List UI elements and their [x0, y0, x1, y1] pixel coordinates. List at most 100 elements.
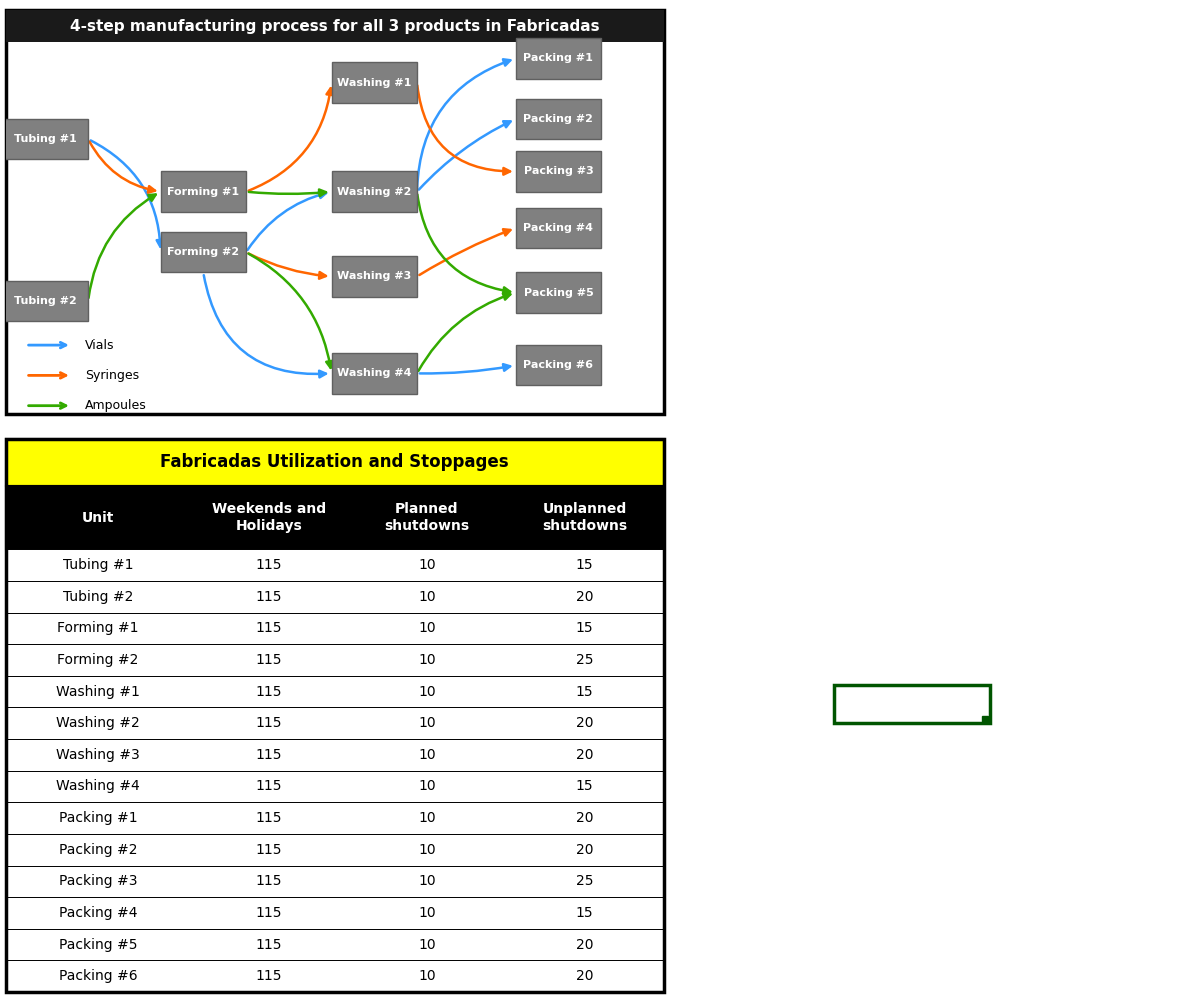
- Text: 115: 115: [256, 780, 282, 794]
- Text: 115: 115: [256, 653, 282, 667]
- Text: Packing #4: Packing #4: [59, 906, 137, 920]
- FancyBboxPatch shape: [516, 272, 601, 313]
- FancyArrowPatch shape: [418, 59, 510, 188]
- FancyBboxPatch shape: [331, 171, 418, 212]
- Bar: [6, 486, 664, 549]
- Text: 10: 10: [418, 812, 436, 826]
- Bar: [6, 549, 664, 581]
- FancyBboxPatch shape: [516, 99, 601, 140]
- Text: Ampoules: Ampoules: [85, 399, 146, 412]
- Text: 115: 115: [256, 716, 282, 730]
- Text: 15: 15: [576, 558, 594, 572]
- FancyArrowPatch shape: [419, 293, 510, 371]
- FancyArrowPatch shape: [248, 253, 332, 368]
- Text: 20: 20: [576, 937, 594, 951]
- Bar: [6, 581, 664, 612]
- Text: Washing #3: Washing #3: [56, 748, 140, 762]
- Bar: [6, 833, 664, 865]
- FancyBboxPatch shape: [516, 345, 601, 386]
- Text: Washing #4: Washing #4: [337, 368, 412, 379]
- FancyBboxPatch shape: [2, 280, 89, 321]
- FancyBboxPatch shape: [2, 119, 89, 160]
- Text: 10: 10: [418, 558, 436, 572]
- Text: Tubing #1: Tubing #1: [62, 558, 133, 572]
- Text: 10: 10: [418, 969, 436, 983]
- Text: 115: 115: [256, 812, 282, 826]
- Text: 115: 115: [256, 748, 282, 762]
- Bar: [6, 439, 664, 486]
- Text: Packing #1: Packing #1: [523, 54, 593, 64]
- Text: 10: 10: [418, 937, 436, 951]
- FancyArrowPatch shape: [248, 189, 326, 196]
- Text: Packing #2: Packing #2: [523, 114, 593, 124]
- Text: Packing #2: Packing #2: [59, 842, 137, 856]
- Text: Tubing #2: Tubing #2: [14, 296, 77, 306]
- Text: Washing #1: Washing #1: [56, 685, 140, 699]
- Bar: [6, 644, 664, 676]
- FancyArrowPatch shape: [204, 275, 326, 378]
- FancyArrowPatch shape: [89, 194, 156, 298]
- Text: Washing #4: Washing #4: [56, 780, 140, 794]
- Text: Washing #2: Washing #2: [337, 186, 412, 196]
- FancyArrowPatch shape: [419, 229, 510, 275]
- Text: 25: 25: [576, 653, 594, 667]
- FancyArrowPatch shape: [419, 122, 511, 189]
- Text: 15: 15: [576, 685, 594, 699]
- Text: Packing #3: Packing #3: [523, 166, 593, 176]
- FancyArrowPatch shape: [90, 142, 155, 192]
- Text: 115: 115: [256, 590, 282, 604]
- Text: Forming #2: Forming #2: [167, 247, 239, 257]
- Text: 10: 10: [418, 653, 436, 667]
- Text: 15: 15: [576, 780, 594, 794]
- Bar: [6, 739, 664, 771]
- Text: 10: 10: [418, 621, 436, 635]
- Text: 115: 115: [256, 558, 282, 572]
- Text: 10: 10: [418, 906, 436, 920]
- FancyArrowPatch shape: [247, 191, 326, 250]
- Text: 115: 115: [256, 969, 282, 983]
- Text: 115: 115: [256, 621, 282, 635]
- Text: 115: 115: [256, 937, 282, 951]
- Text: 20: 20: [576, 842, 594, 856]
- Text: Forming #1: Forming #1: [167, 186, 239, 196]
- Text: Packing #4: Packing #4: [523, 223, 593, 233]
- Text: Packing #5: Packing #5: [59, 937, 137, 951]
- Text: 4-step manufacturing process for all 3 products in Fabricadas: 4-step manufacturing process for all 3 p…: [70, 19, 600, 34]
- Text: 25: 25: [576, 874, 594, 888]
- Text: Unit: Unit: [82, 510, 114, 524]
- Text: Forming #2: Forming #2: [58, 653, 139, 667]
- Text: Vials: Vials: [85, 339, 114, 352]
- Bar: [6, 897, 664, 929]
- Text: Fabricadas Utilization and Stoppages: Fabricadas Utilization and Stoppages: [161, 454, 509, 472]
- Text: 10: 10: [418, 685, 436, 699]
- Text: 115: 115: [256, 874, 282, 888]
- Text: 10: 10: [418, 716, 436, 730]
- Text: 115: 115: [256, 906, 282, 920]
- Bar: [6, 10, 664, 42]
- Text: Packing #5: Packing #5: [523, 287, 593, 298]
- Text: 15: 15: [576, 621, 594, 635]
- Text: Packing #6: Packing #6: [59, 969, 137, 983]
- FancyBboxPatch shape: [516, 152, 601, 191]
- Text: Packing #3: Packing #3: [59, 874, 137, 888]
- FancyArrowPatch shape: [91, 141, 163, 246]
- Bar: [6, 960, 664, 992]
- FancyBboxPatch shape: [331, 63, 418, 103]
- Text: Forming #1: Forming #1: [58, 621, 139, 635]
- FancyBboxPatch shape: [161, 232, 246, 272]
- Text: Packing #1: Packing #1: [59, 812, 137, 826]
- Bar: [6, 929, 664, 960]
- Bar: [6, 708, 664, 739]
- Bar: [6, 676, 664, 708]
- Text: 20: 20: [576, 716, 594, 730]
- FancyArrowPatch shape: [248, 88, 334, 190]
- Text: 10: 10: [418, 748, 436, 762]
- Text: Washing #1: Washing #1: [337, 78, 412, 88]
- FancyBboxPatch shape: [516, 207, 601, 248]
- Text: Planned
shutdowns: Planned shutdowns: [384, 502, 469, 532]
- FancyBboxPatch shape: [161, 171, 246, 212]
- FancyBboxPatch shape: [516, 38, 601, 79]
- FancyArrowPatch shape: [418, 194, 510, 294]
- Text: 10: 10: [418, 842, 436, 856]
- Text: Washing #2: Washing #2: [56, 716, 140, 730]
